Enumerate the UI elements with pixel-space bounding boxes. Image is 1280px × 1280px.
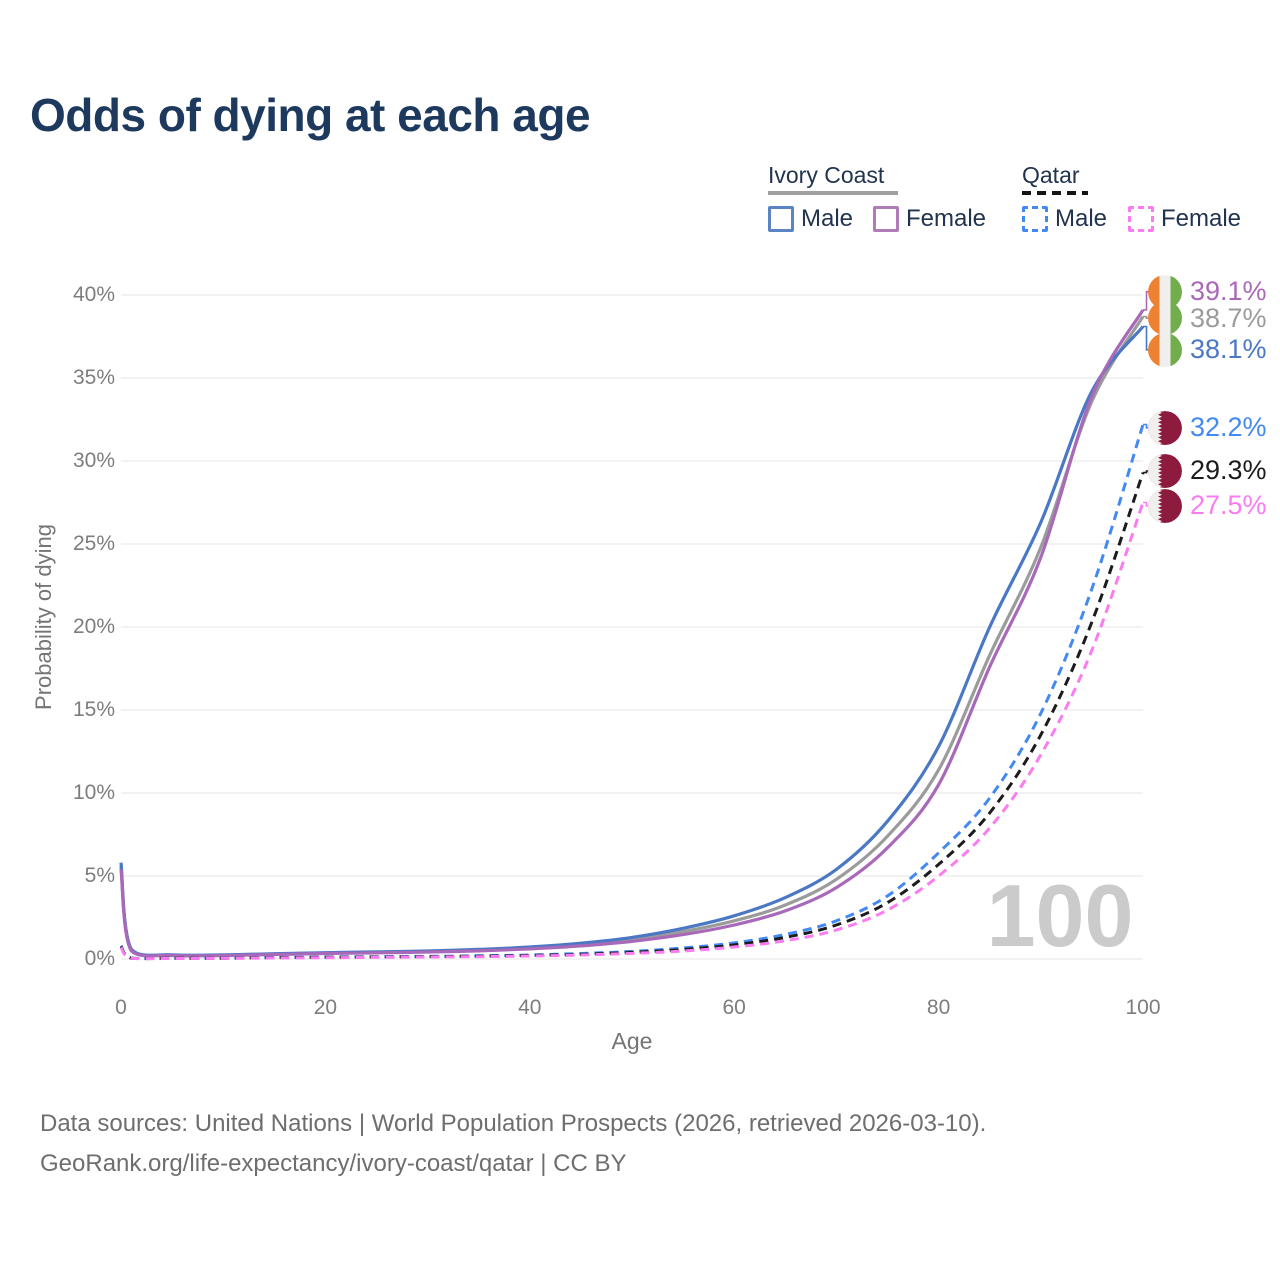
page-title: Odds of dying at each age <box>30 89 591 141</box>
line-qatar-female <box>119 502 1145 961</box>
legend-item-label: Male <box>1055 205 1108 232</box>
age-watermark: 100 <box>986 866 1134 965</box>
legend-country-qatar: Qatar <box>1022 162 1080 188</box>
leader-line <box>1143 325 1150 351</box>
legend-item-label: Female <box>906 205 987 232</box>
legend-key-box-icon <box>768 206 794 232</box>
data-sources-text: Data sources: United Nations | World Pop… <box>40 1110 987 1137</box>
legend-underline-ivory-coast <box>768 191 898 195</box>
line-ivory-coast-female <box>119 309 1145 958</box>
legend-key-box-icon <box>1022 206 1048 232</box>
legend-country-ivory-coast: Ivory Coast <box>768 162 885 188</box>
attribution-text: GeoRank.org/life-expectancy/ivory-coast/… <box>40 1150 627 1177</box>
legend: Ivory Coast Male Female Qatar Male Femal… <box>768 162 1248 237</box>
legend-item-ivory-coast-female[interactable]: Female <box>873 205 986 233</box>
legend-key-box-icon <box>873 206 899 232</box>
leader-line <box>1143 470 1150 474</box>
legend-item-qatar-female[interactable]: Female <box>1128 205 1241 233</box>
legend-item-ivory-coast-male[interactable]: Male <box>768 205 853 233</box>
legend-underline-qatar <box>1022 191 1088 195</box>
legend-item-label: Male <box>801 205 854 232</box>
legend-key-box-icon <box>1128 206 1154 232</box>
legend-item-label: Female <box>1161 205 1242 232</box>
y-axis-title: Probability of dying <box>31 524 56 710</box>
leader-line <box>1143 290 1150 311</box>
x-axis-title: Age <box>611 1028 653 1054</box>
line-ivory-coast-male <box>119 325 1145 957</box>
legend-item-qatar-male[interactable]: Male <box>1022 205 1107 233</box>
line-ivory-coast-both <box>119 315 1145 958</box>
leader-line <box>1143 501 1150 507</box>
